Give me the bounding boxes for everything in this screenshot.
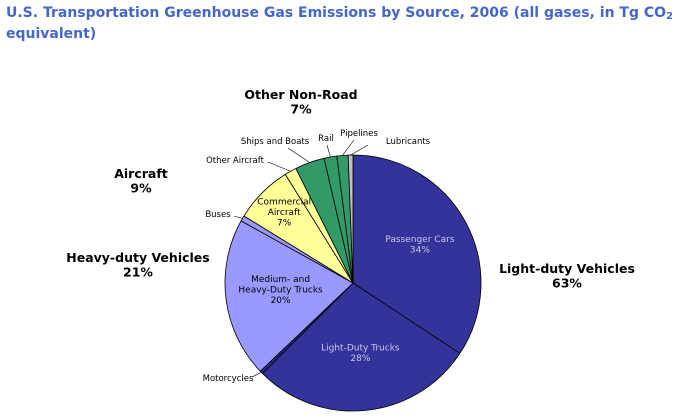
leader-lines — [233, 139, 369, 378]
small-slice-label-ships-and-boats: Ships and Boats — [241, 137, 310, 147]
leader-line-buses — [233, 215, 243, 219]
group-label-aircraft: Aircraft 9% — [114, 166, 168, 195]
slice-label-commercial-aircraft: Commercial Aircraft 7% — [257, 198, 311, 229]
small-slice-label-rail: Rail — [318, 134, 334, 144]
group-label-light-duty-vehicles: Light-duty Vehicles 63% — [499, 261, 635, 290]
leader-line-lubricants — [350, 144, 369, 156]
small-slice-label-motorcycles: Motorcycles — [203, 374, 254, 384]
chart-title-subscript: 2 — [666, 11, 674, 22]
slice-light-duty-trucks — [262, 282, 461, 412]
group-label-heavy-duty-vehicles: Heavy-duty Vehicles 21% — [66, 250, 209, 279]
leader-line-motorcycles — [251, 372, 262, 378]
small-slice-label-pipelines: Pipelines — [340, 129, 378, 139]
leader-line-ships-and-boats — [287, 147, 310, 163]
leader-line-pipelines — [342, 139, 355, 156]
small-slice-label-lubricants: Lubricants — [386, 137, 431, 147]
slice-label-medium-and-heavy-duty-trucks: Medium- and Heavy-Duty Trucks 20% — [238, 275, 323, 306]
leader-line-other-aircraft — [267, 161, 291, 172]
chart-title: U.S. Transportation Greenhouse Gas Emiss… — [6, 3, 678, 45]
slice-medium-and-heavy-duty-trucks — [224, 220, 354, 372]
group-label-other-non-road: Other Non-Road 7% — [244, 87, 357, 116]
pie-slices — [224, 154, 482, 412]
slice-labels: Passenger Cars 34% Light-Duty Trucks 28% Med… — [66, 87, 635, 384]
small-slice-label-buses: Buses — [205, 210, 231, 220]
leader-line-rail — [326, 144, 331, 158]
small-slice-label-other-aircraft: Other Aircraft — [206, 156, 265, 166]
slice-label-light-duty-trucks: Light-Duty Trucks 28% — [321, 344, 400, 364]
chart-title-end: equivalent) — [6, 26, 97, 42]
slice-lubricants — [347, 154, 354, 284]
chart-title-text: U.S. Transportation Greenhouse Gas Emiss… — [6, 5, 667, 21]
slice-label-passenger-cars: Passenger Cars 34% — [385, 235, 454, 255]
